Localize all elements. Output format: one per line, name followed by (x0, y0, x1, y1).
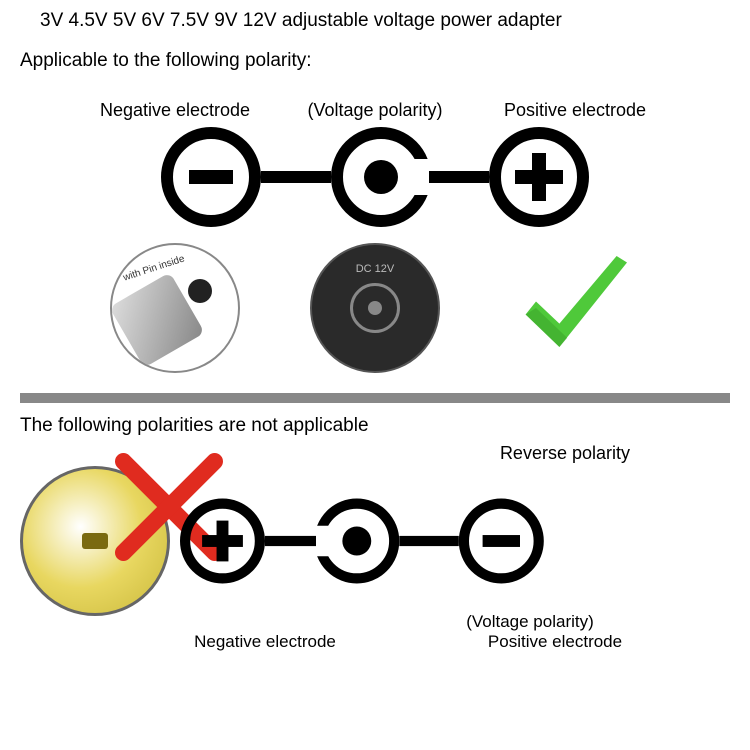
section-divider (20, 393, 730, 403)
reverse-polarity-label: Reverse polarity (20, 443, 630, 464)
center-symbol-reverse (314, 499, 399, 584)
reverse-polarity-row (20, 466, 730, 616)
page-title: 3V 4.5V 5V 6V 7.5V 9V 12V adjustable vol… (40, 10, 730, 32)
connector-line (429, 171, 489, 183)
minus-symbol (459, 499, 544, 584)
minus-symbol (161, 127, 261, 227)
example-photo-row: with Pin inside DC 12V (20, 243, 730, 373)
socket-photo-dc12v: DC 12V (310, 243, 440, 373)
not-applicable-heading: The following polarities are not applica… (20, 415, 730, 437)
connector-line (399, 536, 459, 546)
polarity-diagram-correct (20, 127, 730, 227)
polarity-labels-bottom: Negative electrode Positive electrode (20, 632, 730, 652)
label-positive-bottom: Positive electrode (470, 632, 640, 652)
plug-photo-yellow (20, 466, 170, 616)
connector-line (261, 171, 331, 183)
polarity-labels-top: Negative electrode (Voltage polarity) Po… (20, 100, 730, 121)
plug-photo-pin: with Pin inside (110, 243, 240, 373)
plus-symbol (180, 499, 265, 584)
label-negative-bottom: Negative electrode (180, 632, 350, 652)
label-negative: Negative electrode (75, 100, 275, 121)
label-positive: Positive electrode (475, 100, 675, 121)
dc-label: DC 12V (356, 263, 395, 275)
label-polarity: (Voltage polarity) (275, 100, 475, 121)
polarity-diagram-reverse (180, 499, 544, 584)
connector-line (265, 536, 316, 546)
plus-symbol (489, 127, 589, 227)
pin-inside-label: with Pin inside (122, 253, 186, 283)
center-symbol (331, 127, 431, 227)
applicable-heading: Applicable to the following polarity: (20, 50, 730, 72)
checkmark-icon (510, 243, 640, 373)
